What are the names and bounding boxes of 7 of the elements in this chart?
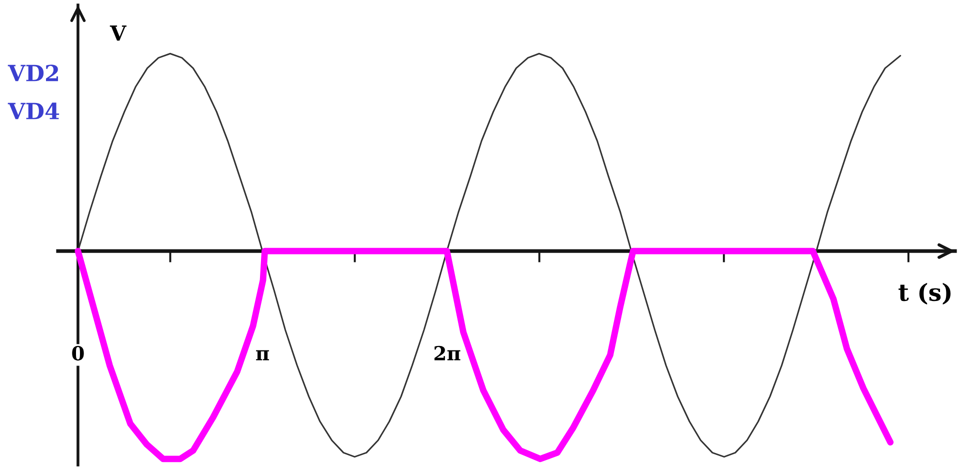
y-axis-title: V	[110, 25, 126, 41]
x-tick-label: 0	[72, 346, 84, 361]
x-axis-title: t (s)	[898, 282, 951, 304]
annotation: VD4	[8, 102, 60, 120]
x-tick-label: 2π	[434, 346, 460, 360]
text: VD2	[8, 64, 58, 82]
x-tick-label: π	[256, 350, 269, 360]
